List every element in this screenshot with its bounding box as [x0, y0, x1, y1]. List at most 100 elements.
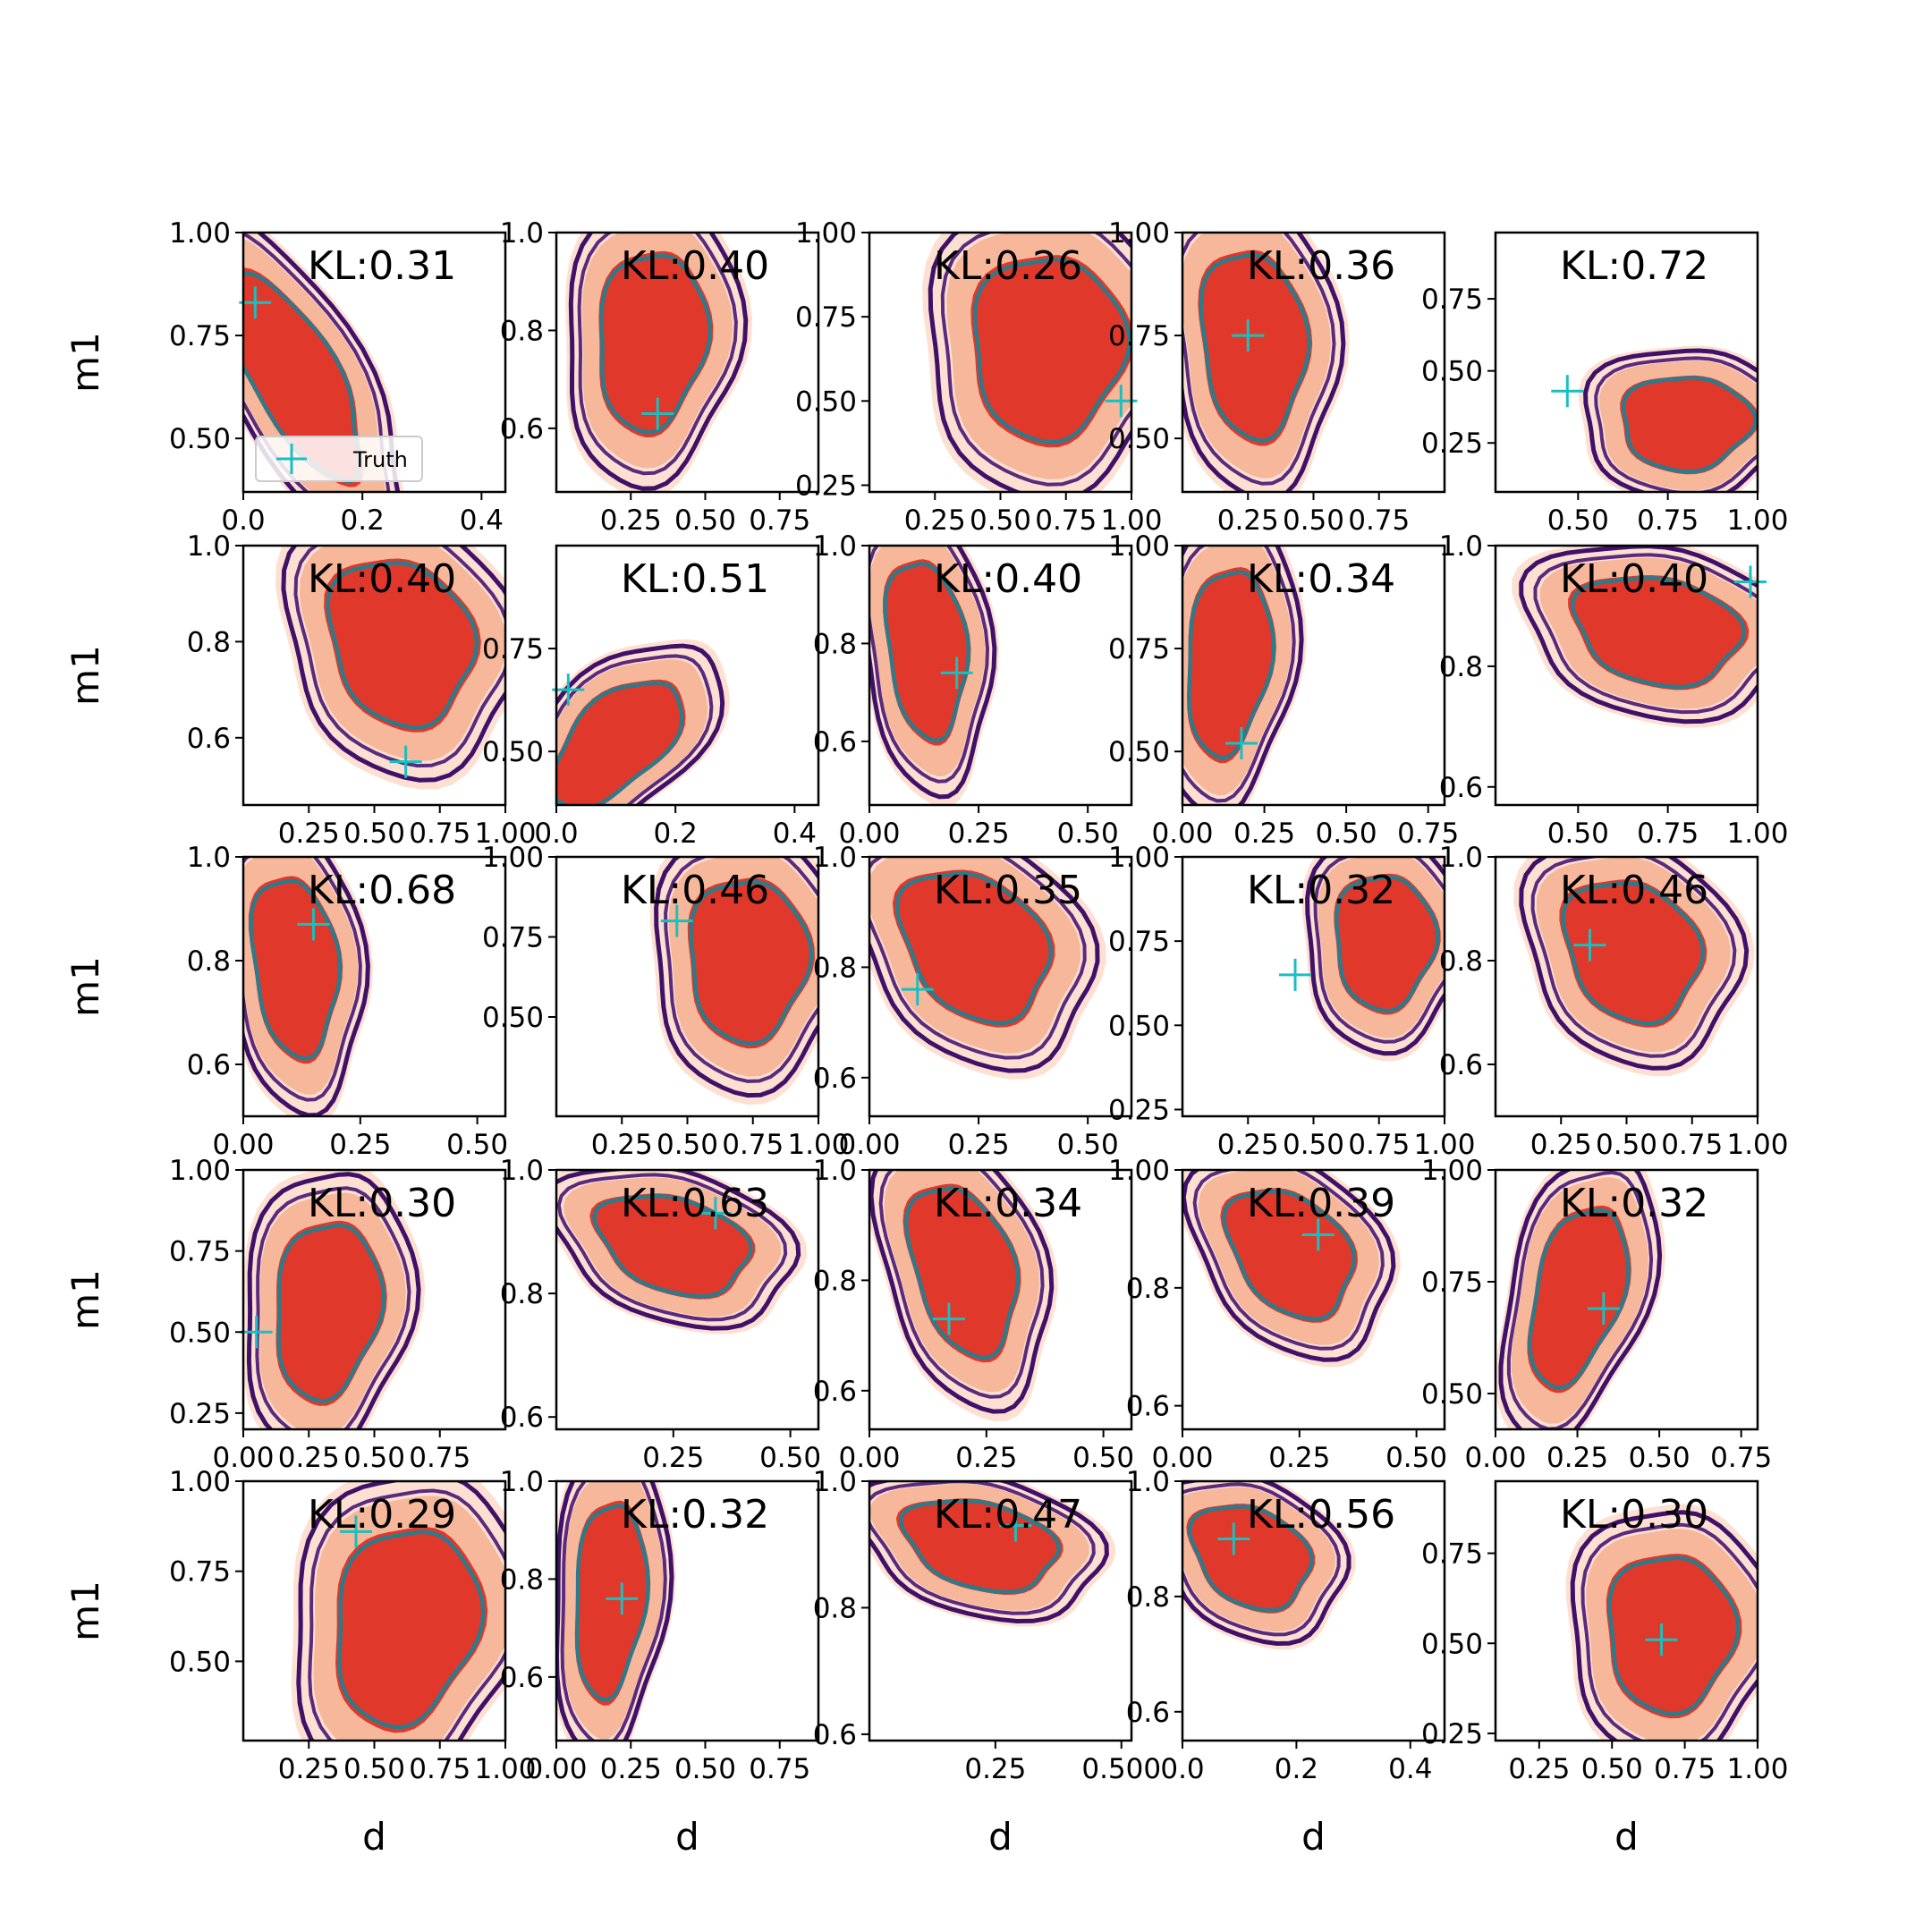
- y-tick-label: 0.6: [500, 413, 544, 445]
- panel-24: 0.0 0.2 0.4 0.6 0.8 1.0 KL:0.56 d: [1126, 1466, 1446, 1859]
- x-tick-label: 0.75: [409, 818, 470, 850]
- contour-line-inner: [883, 562, 971, 743]
- x-tick-label: 0.00: [1151, 818, 1213, 850]
- kl-divergence-label: KL:0.40: [1560, 556, 1708, 602]
- contour-line-inner: [972, 258, 1131, 445]
- x-tick-label: 0.25: [1508, 1753, 1570, 1785]
- x-tick-label: 1.00: [787, 1129, 849, 1161]
- axes-frame: [555, 1168, 820, 1431]
- panel-20: 0.00 0.25 0.50 0.75 0.50 0.75 1.00 KL:0.32: [1421, 1155, 1772, 1474]
- contour-line-inner: [1335, 875, 1440, 1013]
- density-contours: [869, 1481, 1116, 1627]
- contour-line-inner: [1528, 1208, 1631, 1390]
- truth-marker: [389, 745, 422, 778]
- x-tick-label: 0.50: [1385, 1442, 1447, 1474]
- y-tick-label: 0.75: [482, 633, 544, 665]
- panel-17: 0.25 0.50 0.6 0.8 1.0 KL:0.63: [500, 1155, 821, 1474]
- y-tick-label: 1.00: [169, 1466, 231, 1498]
- panel-13: 0.00 0.25 0.50 0.6 0.8 1.0 KL:0.35: [813, 842, 1133, 1161]
- contour-line-inner: [1571, 575, 1747, 690]
- contour-line-outer: [869, 1170, 1055, 1414]
- contour-line-inner: [1621, 376, 1758, 474]
- x-axis-label: d: [362, 1815, 386, 1859]
- contour-line-inner: [894, 871, 1053, 1026]
- truth-marker: [1551, 375, 1584, 408]
- y-tick-label: 0.8: [1439, 945, 1483, 978]
- legend-label: Truth: [352, 447, 408, 472]
- y-tick-label: 0.50: [1421, 1378, 1483, 1411]
- contour-line-mid: [878, 1170, 1045, 1399]
- x-tick-label: 0.50: [343, 818, 405, 850]
- truth-marker: [297, 908, 330, 941]
- x-tick-label: 0.50: [1581, 1753, 1643, 1785]
- x-tick-label: 0.25: [278, 1442, 340, 1474]
- kl-divergence-label: KL:0.51: [621, 556, 769, 602]
- truth-marker: [940, 657, 973, 690]
- contour-line-mid: [1182, 546, 1296, 803]
- y-tick-label: 1.00: [1421, 1155, 1483, 1187]
- y-tick-label: 0.6: [1439, 1049, 1483, 1081]
- contour-line-mid: [869, 546, 990, 784]
- x-tick-label: 0.50: [657, 1129, 718, 1161]
- kl-divergence-label: KL:0.46: [621, 868, 769, 913]
- density-contours: [1512, 546, 1758, 728]
- x-tick-label: 0.50: [1057, 1129, 1119, 1161]
- kl-divergence-label: KL:0.40: [934, 556, 1082, 602]
- y-tick-label: 0.75: [169, 1556, 231, 1589]
- y-tick-label: 0.8: [1126, 1273, 1170, 1305]
- y-tick-label: 0.50: [1421, 1628, 1483, 1660]
- x-tick-label: 0.25: [1546, 1442, 1608, 1474]
- y-tick-label: 1.0: [813, 842, 857, 874]
- contour-line-outer: [281, 546, 505, 783]
- contour-line-mid: [308, 1488, 505, 1741]
- x-tick-label: 0.25: [955, 1442, 1017, 1474]
- contour-line-inner: [1222, 1189, 1357, 1321]
- y-tick-label: 0.50: [795, 386, 857, 418]
- density-fill-core: [589, 1193, 756, 1300]
- contour-line-outer: [869, 546, 997, 800]
- y-tick-label: 0.6: [1126, 1391, 1170, 1423]
- density-contours: [243, 233, 404, 492]
- x-tick-label: 0.25: [1217, 1129, 1279, 1161]
- y-tick-label: 0.8: [187, 626, 231, 658]
- y-tick-label: 0.50: [169, 1646, 231, 1678]
- contour-line-mid: [293, 546, 505, 768]
- kl-divergence-label: KL:0.46: [1560, 868, 1708, 913]
- axes-frame: [868, 1168, 1133, 1431]
- density-fill-core: [1334, 873, 1441, 1015]
- contour-line-inner: [1561, 881, 1706, 1026]
- axes-frame: [1494, 544, 1759, 807]
- x-tick-label: 0.00: [212, 1129, 274, 1161]
- truth-marker: [1232, 319, 1265, 352]
- x-axis-label: d: [1301, 1815, 1326, 1859]
- x-tick-label: 0.25: [278, 818, 340, 850]
- x-tick-label: 0.2: [341, 504, 385, 537]
- density-fill-core: [1198, 250, 1313, 446]
- contour-line-mid: [1192, 1170, 1385, 1351]
- y-tick-label: 1.0: [813, 1155, 857, 1187]
- density-fill-core: [970, 255, 1131, 448]
- x-tick-label: 0.4: [773, 818, 817, 850]
- axes-frame: [1181, 1168, 1446, 1431]
- contour-line-outer: [869, 857, 1100, 1073]
- density-contours: [1182, 1481, 1356, 1650]
- x-tick-label: 0.75: [749, 1753, 810, 1785]
- density-contours: [565, 233, 752, 492]
- x-tick-label: 0.25: [278, 1753, 340, 1785]
- x-tick-label: 0.75: [749, 504, 810, 537]
- y-tick-label: 0.8: [813, 1265, 857, 1297]
- y-tick-label: 0.50: [1108, 736, 1170, 768]
- kl-divergence-label: KL:0.29: [308, 1492, 456, 1538]
- y-axis-label: m1: [64, 332, 107, 393]
- density-contours: [922, 233, 1131, 492]
- contour-line-mid: [577, 233, 738, 476]
- x-tick-label: 0.50: [1072, 1442, 1134, 1474]
- y-tick-label: 0.8: [500, 315, 544, 347]
- y-tick-label: 0.50: [1421, 356, 1483, 388]
- x-tick-label: 1.00: [1100, 504, 1162, 537]
- x-axis-label: d: [988, 1815, 1013, 1859]
- contour-line-outer: [1570, 1510, 1758, 1741]
- x-tick-label: 0.50: [1283, 504, 1344, 537]
- y-tick-label: 0.6: [813, 1376, 857, 1408]
- x-tick-label: 1.00: [1726, 818, 1788, 850]
